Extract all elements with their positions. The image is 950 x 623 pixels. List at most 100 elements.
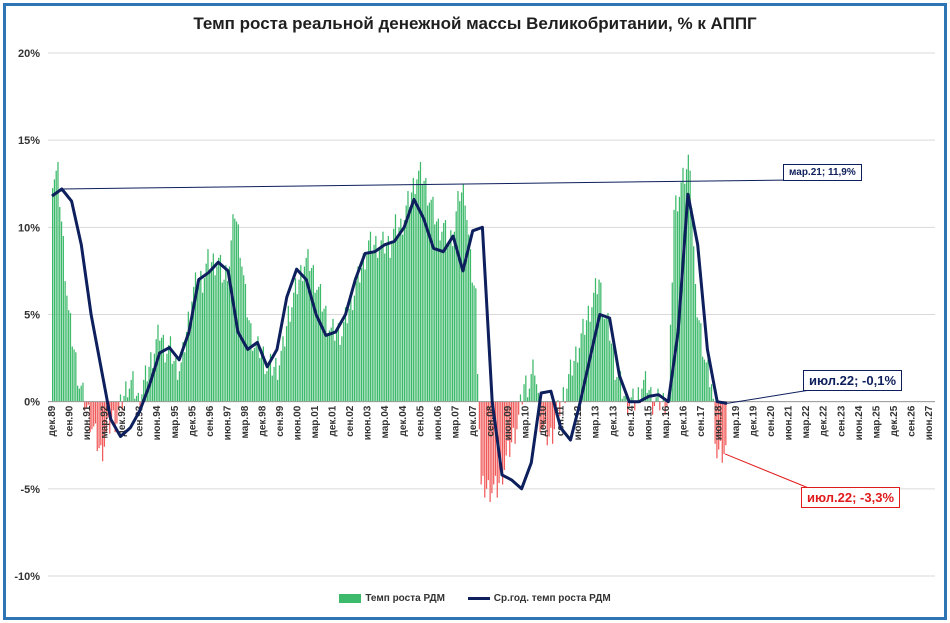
bar	[189, 321, 191, 402]
bar	[675, 195, 677, 402]
bar	[259, 358, 261, 402]
y-tick-label: 15%	[18, 135, 40, 147]
bar	[307, 249, 309, 402]
bar	[368, 240, 370, 402]
bar	[94, 401, 97, 424]
bar	[210, 262, 213, 402]
bar	[480, 401, 482, 485]
bar	[446, 247, 448, 402]
bar	[425, 177, 427, 402]
bar	[271, 375, 273, 402]
bar	[687, 154, 689, 402]
bar	[634, 401, 636, 411]
bar	[309, 270, 311, 402]
bar	[609, 340, 611, 402]
x-tick-label: сен.99	[275, 405, 286, 437]
bar	[546, 401, 548, 446]
bar	[235, 221, 238, 402]
bar	[78, 388, 81, 402]
bar	[525, 375, 527, 402]
bar	[80, 385, 82, 402]
bar	[139, 401, 141, 409]
bar	[514, 401, 516, 444]
bar	[412, 177, 414, 402]
bar	[193, 286, 195, 402]
bar	[175, 358, 177, 402]
bar	[605, 315, 607, 402]
y-tick-label: 20%	[18, 48, 40, 60]
bar	[516, 401, 518, 430]
bar	[684, 183, 686, 402]
bar	[505, 401, 507, 456]
x-tick-label: мар.04	[380, 405, 391, 438]
bar	[144, 365, 147, 402]
bar	[455, 211, 457, 402]
bar	[191, 301, 193, 402]
bar	[202, 292, 204, 402]
x-tick-label: дек.89	[47, 405, 58, 436]
bar	[575, 346, 577, 402]
bar	[432, 196, 434, 402]
bar	[96, 401, 98, 452]
bar	[100, 401, 102, 446]
bar	[280, 350, 282, 402]
bar	[380, 240, 382, 402]
bar	[428, 202, 431, 402]
x-tick-label: мар.25	[871, 405, 882, 438]
bar	[205, 263, 207, 402]
bar	[700, 323, 702, 402]
bar	[180, 362, 182, 402]
bar	[707, 359, 709, 402]
bar	[543, 401, 545, 427]
bar	[685, 169, 688, 402]
bar	[110, 401, 113, 420]
bar	[105, 401, 107, 433]
bar	[535, 384, 538, 402]
bar	[102, 401, 104, 462]
bar	[710, 384, 713, 402]
bar	[528, 388, 531, 402]
bar	[160, 337, 163, 402]
bar	[503, 401, 506, 470]
bar	[352, 310, 354, 402]
x-tick-label: июн.21	[784, 405, 795, 440]
x-tick-label: мар.19	[731, 405, 742, 438]
bar	[164, 362, 166, 402]
bar	[60, 221, 63, 402]
x-tick-label: дек.13	[608, 405, 619, 436]
chart-title: Темп роста реальной денежной массы Велик…	[193, 14, 757, 33]
bar	[328, 330, 331, 402]
bar	[246, 317, 248, 402]
bar	[502, 401, 504, 485]
bar	[544, 401, 547, 424]
x-tick-label: сен.20	[766, 405, 777, 437]
bar	[389, 257, 391, 402]
bar	[93, 401, 95, 427]
bar	[405, 205, 407, 402]
x-tick-label: мар.13	[591, 405, 602, 438]
legend: Темп роста РДМ Ср.год. темп роста РДМ	[0, 593, 950, 604]
bar	[402, 234, 404, 402]
bar	[623, 395, 625, 402]
bar	[441, 231, 443, 402]
bar	[598, 279, 600, 402]
bar	[125, 381, 127, 402]
bar	[534, 375, 536, 402]
bar	[321, 311, 323, 402]
x-tick-label: июн.06	[433, 405, 444, 440]
bar	[273, 366, 275, 402]
bar	[518, 401, 520, 415]
bar	[225, 265, 227, 402]
bar	[262, 346, 264, 402]
bar	[643, 379, 645, 402]
bar	[241, 266, 243, 402]
bar	[434, 224, 436, 402]
bar	[341, 336, 343, 402]
x-tick-label: мар.22	[801, 405, 812, 438]
bar	[82, 382, 84, 402]
bar	[510, 401, 513, 443]
bar	[316, 289, 318, 402]
bar	[284, 346, 286, 402]
bar	[377, 257, 379, 402]
annotation-leader-peak	[61, 179, 793, 190]
